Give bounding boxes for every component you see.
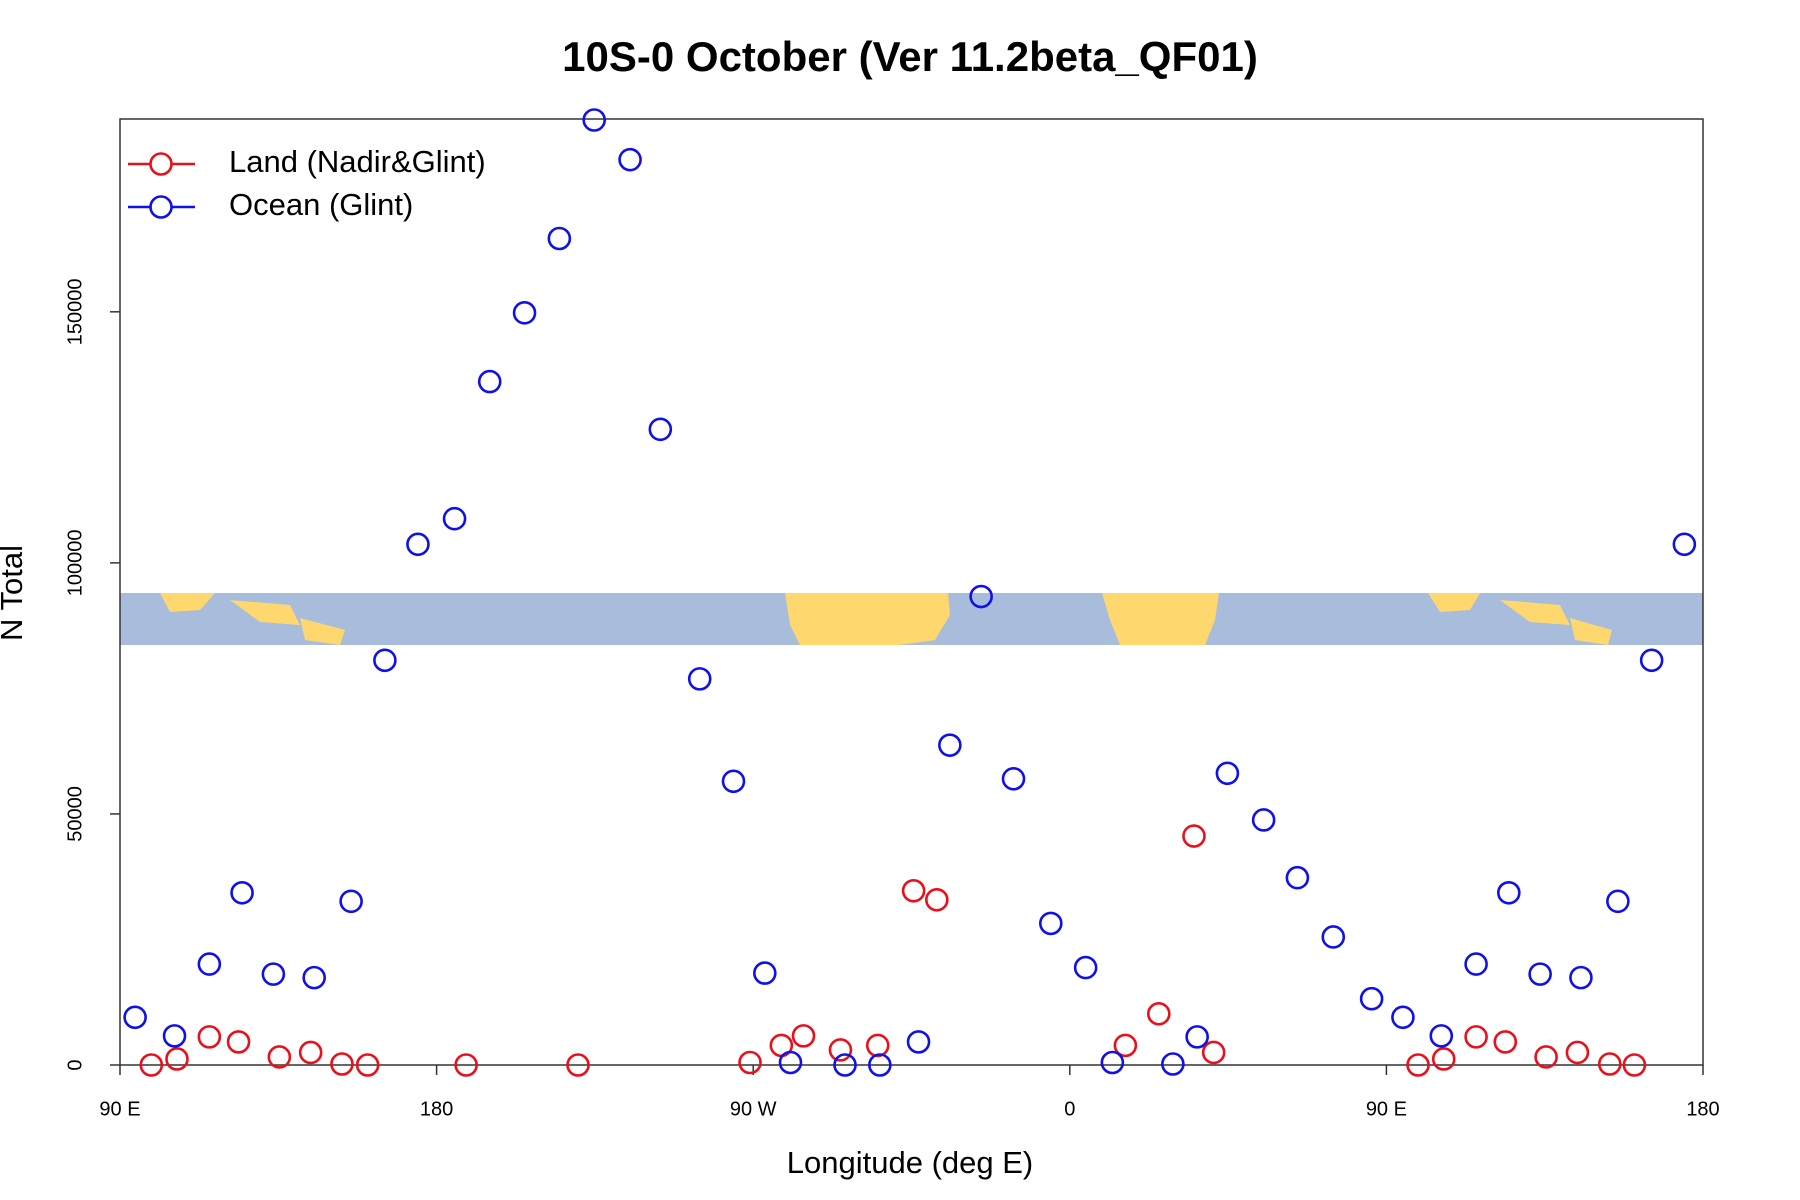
data-point [721, 769, 746, 794]
data-point [1161, 1052, 1185, 1076]
data-point [1201, 1040, 1226, 1065]
legend-label: Land (Nadir&Glint) [229, 144, 486, 179]
chart-title: 10S-0 October (Ver 11.2beta_QF01) [562, 33, 1258, 80]
data-point [906, 1030, 931, 1054]
data-point [261, 962, 286, 986]
legend-label: Ocean (Glint) [229, 187, 413, 222]
data-point [547, 226, 572, 251]
data-point [1639, 648, 1664, 673]
data-point [1569, 965, 1593, 990]
data-point [1493, 1030, 1518, 1054]
data-point [454, 1053, 478, 1077]
data-point [938, 733, 962, 757]
data-point [1672, 532, 1697, 557]
plot-frame [119, 118, 1704, 1066]
data-point [1429, 1024, 1454, 1048]
data-point [1185, 1025, 1209, 1049]
data-point [1285, 865, 1310, 890]
data-point [1464, 1025, 1488, 1049]
data-point [1565, 1040, 1590, 1065]
data-point [1001, 766, 1026, 791]
data-point [330, 1052, 354, 1076]
map-land [1102, 593, 1219, 645]
data-point [1215, 761, 1240, 786]
data-point [778, 1050, 803, 1075]
data-point [512, 301, 537, 325]
data-point [868, 1053, 892, 1077]
map-land [785, 593, 950, 645]
data-point [1431, 1047, 1456, 1071]
data-point [833, 1053, 857, 1077]
data-point [267, 1045, 292, 1069]
map-band [120, 593, 1703, 645]
data-point [139, 1053, 164, 1077]
data-point [1497, 880, 1521, 905]
legend-marker [149, 152, 173, 176]
data-point [123, 1005, 147, 1030]
data-point [298, 1040, 323, 1065]
data-point [230, 880, 254, 905]
data-point [1534, 1045, 1558, 1069]
data-point [1039, 911, 1063, 936]
x-tick-label: 90 E [99, 1098, 140, 1120]
data-point [406, 532, 430, 557]
y-tick-label: 50000 [64, 786, 86, 842]
data-point [442, 506, 467, 531]
data-point [339, 889, 363, 914]
x-tick-label: 90 E [1366, 1098, 1407, 1120]
x-axis-label: Longitude (deg E) [787, 1145, 1033, 1180]
data-point [1100, 1050, 1125, 1075]
data-point [1146, 1001, 1171, 1026]
x-tick-label: 180 [1686, 1098, 1719, 1120]
data-point [197, 1025, 222, 1049]
data-point [1182, 824, 1206, 848]
data-point [226, 1030, 251, 1054]
data-point [165, 1047, 189, 1071]
data-point [1606, 889, 1630, 914]
data-point [1113, 1033, 1138, 1058]
data-point [828, 1038, 853, 1062]
data-point [1321, 925, 1346, 949]
x-tick-label: 0 [1064, 1098, 1075, 1120]
data-point [901, 878, 926, 903]
data-point [566, 1053, 590, 1077]
y-axis-label: N Total [0, 545, 29, 641]
x-tick-label: 90 W [730, 1098, 777, 1120]
data-point [197, 952, 222, 976]
x-tick-label: 180 [420, 1098, 453, 1120]
data-point [1622, 1053, 1647, 1077]
data-point [1464, 952, 1488, 976]
data-point [969, 584, 993, 609]
data-point [687, 667, 712, 691]
data-point [477, 369, 502, 394]
data-point [1251, 808, 1276, 832]
data-point [1597, 1052, 1622, 1076]
data-point [1406, 1053, 1430, 1077]
y-tick-label: 150000 [64, 278, 86, 345]
data-point [648, 417, 673, 442]
data-point [791, 1024, 816, 1048]
data-point [753, 961, 777, 985]
data-point [373, 648, 397, 673]
data-point [1528, 962, 1552, 986]
data-point [162, 1024, 187, 1048]
y-tick-label: 0 [64, 1059, 86, 1070]
legend-marker [149, 195, 173, 219]
data-point [355, 1053, 380, 1077]
y-tick-label: 100000 [64, 530, 86, 597]
data-point [302, 965, 326, 990]
data-point [1073, 955, 1098, 980]
map-land [160, 593, 345, 645]
map-land [1428, 593, 1612, 645]
data-point [582, 108, 606, 132]
data-point [1391, 1005, 1415, 1030]
data-point [738, 1050, 762, 1075]
data-point [618, 147, 642, 172]
data-point [925, 888, 949, 912]
data-point [1359, 986, 1384, 1011]
